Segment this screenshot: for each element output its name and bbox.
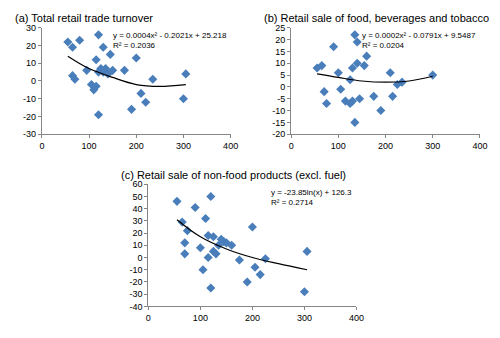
svg-text:-30: -30	[23, 129, 36, 139]
svg-text:y = 0.0004x² - 0.2021x + 25.21: y = 0.0004x² - 0.2021x + 25.218R² = 0.20…	[113, 31, 227, 50]
svg-text:50: 50	[133, 192, 143, 202]
svg-text:-30: -30	[130, 289, 143, 299]
svg-text:30: 30	[26, 23, 36, 33]
svg-text:10: 10	[26, 58, 36, 68]
svg-text:300: 300	[297, 313, 312, 323]
svg-text:-5: -5	[277, 94, 285, 104]
svg-text:0: 0	[289, 141, 294, 151]
svg-text:-20: -20	[23, 112, 36, 122]
svg-text:100: 100	[331, 141, 346, 151]
svg-text:y = -23.85ln(x) + 126.3R² = 0.: y = -23.85ln(x) + 126.3R² = 0.2714	[271, 188, 352, 207]
svg-text:-15: -15	[272, 118, 285, 128]
svg-text:100: 100	[82, 141, 97, 151]
svg-text:20: 20	[133, 228, 143, 238]
svg-text:20: 20	[275, 35, 285, 45]
svg-text:400: 400	[472, 141, 487, 151]
svg-text:300: 300	[176, 141, 191, 151]
svg-text:20: 20	[26, 41, 36, 51]
svg-text:300: 300	[425, 141, 440, 151]
svg-text:-40: -40	[130, 302, 143, 312]
svg-text:10: 10	[275, 58, 285, 68]
svg-text:30: 30	[133, 216, 143, 226]
svg-text:(b) Retail sale of food, bever: (b) Retail sale of food, beverages and t…	[264, 12, 489, 24]
svg-text:0: 0	[280, 82, 285, 92]
svg-text:400: 400	[349, 313, 364, 323]
svg-text:-20: -20	[130, 277, 143, 287]
svg-text:10: 10	[133, 240, 143, 250]
svg-text:-10: -10	[23, 94, 36, 104]
svg-text:0: 0	[138, 253, 143, 263]
svg-text:200: 200	[245, 313, 260, 323]
svg-text:5: 5	[280, 70, 285, 80]
svg-text:200: 200	[378, 141, 393, 151]
svg-text:y = 0.0002x² - 0.0791x + 9.548: y = 0.0002x² - 0.0791x + 9.5487R² = 0.02…	[362, 31, 476, 50]
svg-text:15: 15	[275, 47, 285, 57]
svg-text:0: 0	[39, 141, 44, 151]
svg-text:-10: -10	[130, 265, 143, 275]
svg-text:0: 0	[146, 313, 151, 323]
svg-text:40: 40	[133, 204, 143, 214]
svg-text:-20: -20	[272, 129, 285, 139]
svg-text:0: 0	[31, 76, 36, 86]
svg-text:-10: -10	[272, 106, 285, 116]
svg-text:100: 100	[193, 313, 208, 323]
svg-text:200: 200	[129, 141, 144, 151]
svg-text:400: 400	[223, 141, 238, 151]
svg-text:25: 25	[275, 23, 285, 33]
svg-text:60: 60	[133, 179, 143, 189]
svg-text:(c) Retail sale of non-food pr: (c) Retail sale of non-food products (ex…	[121, 169, 346, 181]
svg-text:(a) Total retail trade turnove: (a) Total retail trade turnover	[15, 12, 153, 24]
